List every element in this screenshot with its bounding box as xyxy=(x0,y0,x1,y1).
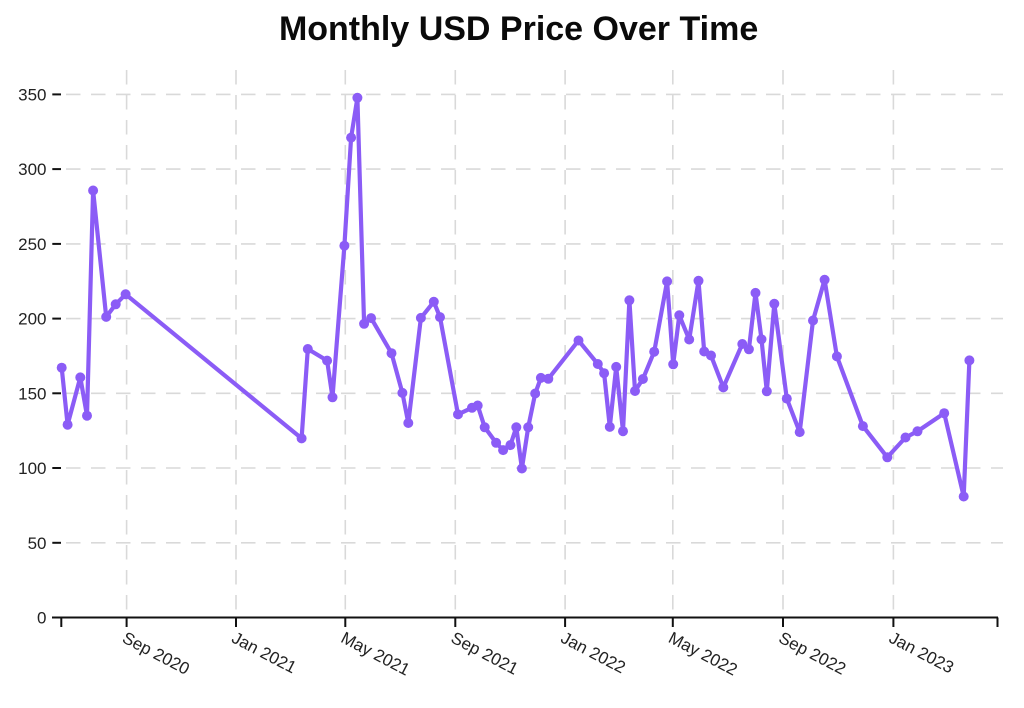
svg-text:350: 350 xyxy=(18,85,46,104)
svg-text:300: 300 xyxy=(18,160,46,179)
svg-text:100: 100 xyxy=(18,459,46,478)
svg-text:Monthly USD Price Over Time: Monthly USD Price Over Time xyxy=(279,10,758,48)
svg-text:250: 250 xyxy=(18,235,46,254)
svg-text:200: 200 xyxy=(18,310,46,329)
svg-text:150: 150 xyxy=(18,384,46,403)
svg-text:50: 50 xyxy=(28,534,47,553)
svg-text:0: 0 xyxy=(37,609,46,628)
